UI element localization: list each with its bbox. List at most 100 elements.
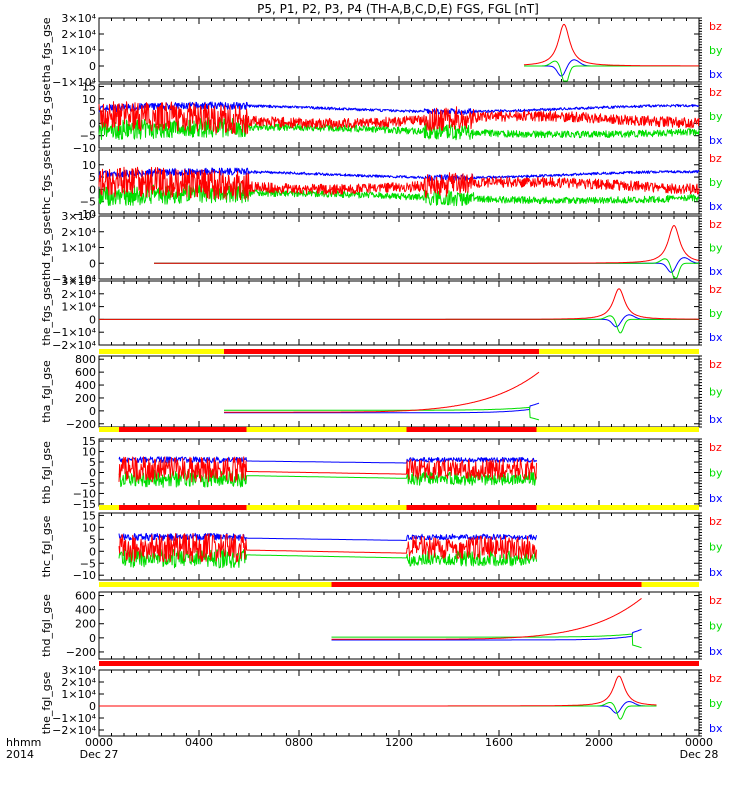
legend-bz: bz	[709, 441, 722, 454]
time-tick-label: 2000	[585, 736, 613, 749]
series-by	[98, 117, 700, 141]
y-tick-label: −10	[73, 487, 96, 500]
y-tick-label: 15	[82, 509, 96, 522]
series-bx	[154, 257, 699, 273]
series-bz	[331, 597, 642, 640]
y-tick-label: −200	[66, 418, 96, 431]
series-by	[98, 183, 700, 207]
legend-by: by	[709, 110, 723, 123]
mode-bar-segment	[246, 505, 407, 510]
series-bz	[99, 288, 699, 320]
time-tick-date: Dec 27	[80, 748, 119, 761]
legend-bz: bz	[709, 283, 722, 296]
panel-frame	[98, 215, 700, 280]
legend-by: by	[709, 467, 723, 480]
series-by	[154, 258, 699, 279]
y-tick-label: 2×10⁴	[61, 28, 96, 41]
legend-bz: bz	[709, 515, 722, 528]
series-bx	[99, 701, 657, 714]
y-tick-label: 10	[82, 446, 96, 459]
series-bx	[99, 314, 699, 328]
time-axis-label-top: hhmm	[6, 736, 41, 749]
time-tick-label: 1600	[485, 736, 513, 749]
y-tick-label: 1×10⁴	[61, 242, 96, 255]
series-by	[224, 406, 540, 421]
time-tick-label: 1200	[385, 736, 413, 749]
y-tick-label: 5	[89, 456, 96, 469]
y-tick-label: 400	[75, 379, 96, 392]
panel-ylabel: thd_fgs_gse	[40, 215, 53, 281]
y-tick-label: 3×10⁴	[61, 210, 96, 223]
chart-title: P5, P1, P2, P3, P4 (TH-A,B,C,D,E) FGS, F…	[257, 2, 539, 16]
series-bx	[523, 59, 700, 77]
mode-bar-segment	[99, 505, 119, 510]
legend-by: by	[709, 307, 723, 320]
time-tick-label: 0000	[685, 736, 713, 749]
mode-bar-segment	[536, 505, 699, 510]
y-tick-label: 3×10⁴	[61, 12, 96, 25]
y-tick-label: −2×10⁴	[52, 339, 96, 352]
mode-bar-segment	[224, 349, 539, 354]
y-tick-label: 3×10⁴	[61, 664, 96, 677]
legend-bx: bx	[709, 68, 723, 81]
y-tick-label: 5	[89, 533, 96, 546]
mode-bar-segment	[99, 427, 119, 432]
y-tick-label: −5	[80, 477, 96, 490]
y-tick-label: 10	[82, 521, 96, 534]
mode-bar-segment	[246, 427, 407, 432]
time-tick-label: 0800	[285, 736, 313, 749]
series-bx	[224, 402, 540, 414]
mode-bar-segment	[536, 427, 699, 432]
time-axis-label-bottom: 2014	[6, 748, 34, 761]
y-tick-label: −200	[66, 646, 96, 659]
y-tick-label: −5	[80, 130, 96, 143]
y-tick-label: 5	[89, 105, 96, 118]
series-bz	[523, 23, 700, 67]
mode-bar-segment	[406, 505, 537, 510]
y-tick-label: −10	[73, 569, 96, 582]
legend-bz: bz	[709, 86, 722, 99]
panel-ylabel: the_fgl_gse	[40, 672, 53, 735]
mode-bar-segment	[406, 427, 537, 432]
legend-by: by	[709, 697, 723, 710]
series-bx	[331, 628, 642, 641]
legend-bx: bx	[709, 200, 723, 213]
y-tick-label: 5	[89, 171, 96, 184]
y-tick-label: 0	[89, 700, 96, 713]
panel-ylabel: thd_fgl_gse	[40, 594, 53, 657]
panel-ylabel: tha_fgs_gse	[40, 17, 53, 82]
panel-ylabel: thc_fgs_gse	[40, 150, 53, 215]
y-tick-label: 200	[75, 618, 96, 631]
y-tick-label: 0	[89, 117, 96, 130]
series-bz	[98, 166, 700, 201]
y-tick-label: 0	[89, 60, 96, 73]
y-tick-label: 200	[75, 392, 96, 405]
y-tick-label: 0	[89, 313, 96, 326]
y-tick-label: 2×10⁴	[61, 676, 96, 689]
y-tick-label: 800	[75, 353, 96, 366]
y-tick-label: −10	[73, 208, 96, 221]
legend-bx: bx	[709, 134, 723, 147]
mode-bar-segment	[539, 349, 699, 354]
y-tick-label: 600	[75, 366, 96, 379]
y-tick-label: 0	[89, 405, 96, 418]
series-bx	[118, 456, 537, 464]
y-tick-label: 3×10⁴	[61, 275, 96, 288]
y-tick-label: −1×10⁴	[52, 712, 96, 725]
y-tick-label: −5	[80, 196, 96, 209]
legend-by: by	[709, 620, 723, 633]
y-tick-label: 2×10⁴	[61, 288, 96, 301]
y-tick-label: 0	[89, 183, 96, 196]
series-by	[331, 633, 642, 649]
y-tick-label: 2×10⁴	[61, 226, 96, 239]
legend-bz: bz	[709, 218, 722, 231]
y-tick-label: 10	[82, 159, 96, 172]
legend-bz: bz	[709, 152, 722, 165]
series-by	[523, 60, 700, 82]
